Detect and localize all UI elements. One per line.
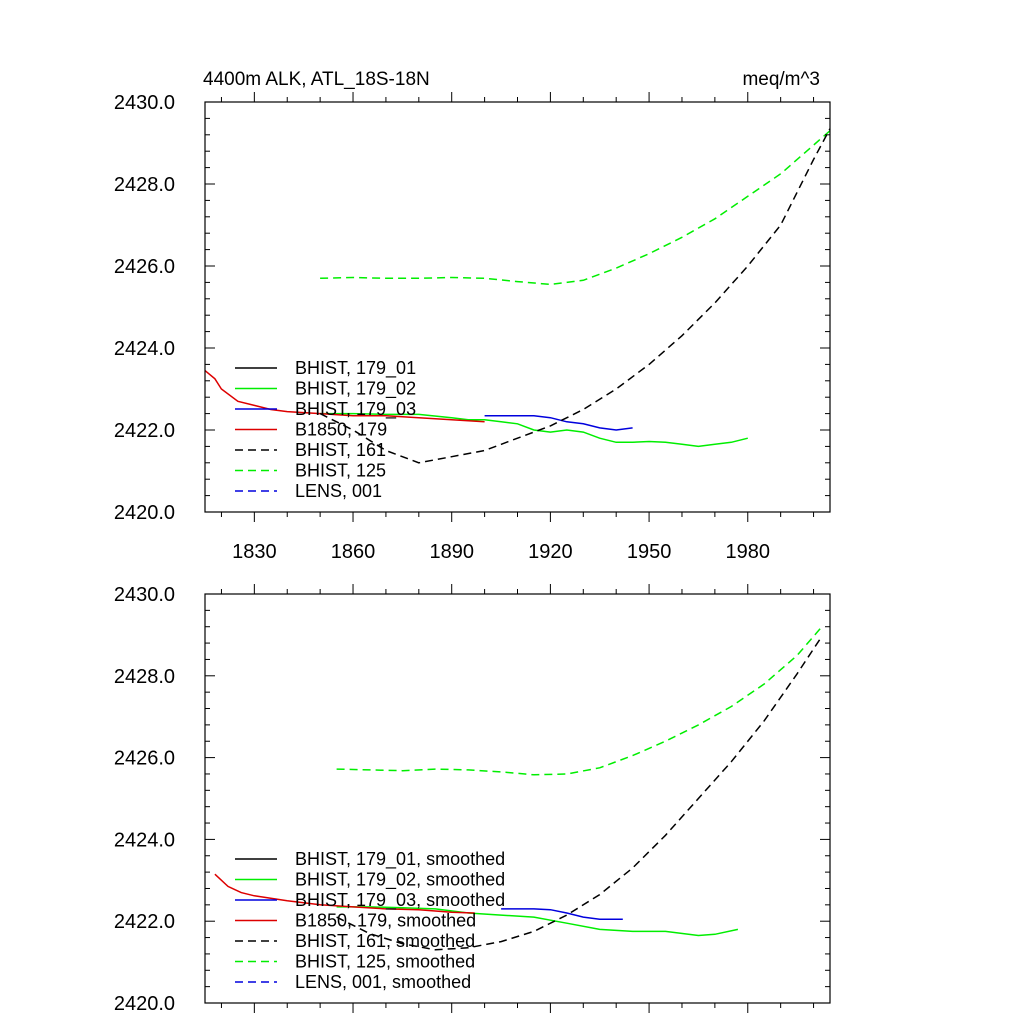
series-line-b1850-179-smoothed xyxy=(214,873,475,914)
series-line-bhist-179-03 xyxy=(484,414,633,431)
legend-label: BHIST, 125 xyxy=(295,461,386,481)
legend-label: BHIST, 161 xyxy=(295,440,386,460)
y-tick-label: 2428.0 xyxy=(114,174,175,196)
y-tick-label: 2422.0 xyxy=(114,911,175,933)
y-tick-label: 2422.0 xyxy=(114,420,175,442)
y-tick-label: 2420.0 xyxy=(114,993,175,1015)
top-panel: 4400m ALK, ATL_18S-18N meq/m^3 2420.0 242… xyxy=(114,69,831,563)
series-line-bhist-179-02-smoothed xyxy=(336,906,739,937)
x-tick-label: 1860 xyxy=(331,541,376,563)
legend-label: BHIST, 125, smoothed xyxy=(295,952,475,972)
y-tick-label: 2430.0 xyxy=(114,92,175,114)
legend-label: BHIST, 161, smoothed xyxy=(295,931,475,951)
series-line-bhist-125 xyxy=(320,130,831,286)
legend-label: B1850, 179 xyxy=(295,420,387,440)
series-line-b1850-179 xyxy=(204,370,485,423)
legend-label: LENS, 001 xyxy=(295,481,382,501)
series-line-bhist-125-smoothed xyxy=(336,628,821,776)
x-tick-label: 1830 xyxy=(232,541,277,563)
y-tick-label: 2428.0 xyxy=(114,666,175,688)
y-tick-label: 2430.0 xyxy=(114,584,175,606)
legend-label: LENS, 001, smoothed xyxy=(295,972,471,992)
legend-label: BHIST, 179_02, smoothed xyxy=(295,870,505,891)
x-tick-label: 1920 xyxy=(528,541,573,563)
legend-label: BHIST, 179_03, smoothed xyxy=(295,890,505,911)
y-tick-label: 2420.0 xyxy=(114,502,175,524)
y-tick-label: 2424.0 xyxy=(114,338,175,360)
series-line-bhist-161-smoothed xyxy=(336,638,821,951)
y-tick-label: 2426.0 xyxy=(114,748,175,770)
y-tick-label: 2424.0 xyxy=(114,829,175,851)
x-tick-label: 1950 xyxy=(627,541,672,563)
legend-label: B1850, 179, smoothed xyxy=(295,911,476,931)
legend-label: BHIST, 179_01 xyxy=(295,358,416,379)
x-tick-label: 1980 xyxy=(726,541,771,563)
series-line-bhist-161 xyxy=(319,128,831,464)
chart-title-left: 4400m ALK, ATL_18S-18N xyxy=(203,69,430,90)
legend-label: BHIST, 179_01, smoothed xyxy=(295,849,505,870)
x-tick-label: 1890 xyxy=(429,541,474,563)
bottom-panel: 2420.0 2422.0 2424.0 2426.0 2428.0 2430.0 BHI… xyxy=(114,584,831,1015)
y-tick-label: 2426.0 xyxy=(114,256,175,278)
legend-label: BHIST, 179_03 xyxy=(295,399,416,420)
chart-title-right: meq/m^3 xyxy=(742,69,820,90)
legend-label: BHIST, 179_02 xyxy=(295,379,416,400)
series-line-bhist-179-03-smoothed xyxy=(501,908,623,920)
series-line-bhist-179-02 xyxy=(320,412,748,448)
